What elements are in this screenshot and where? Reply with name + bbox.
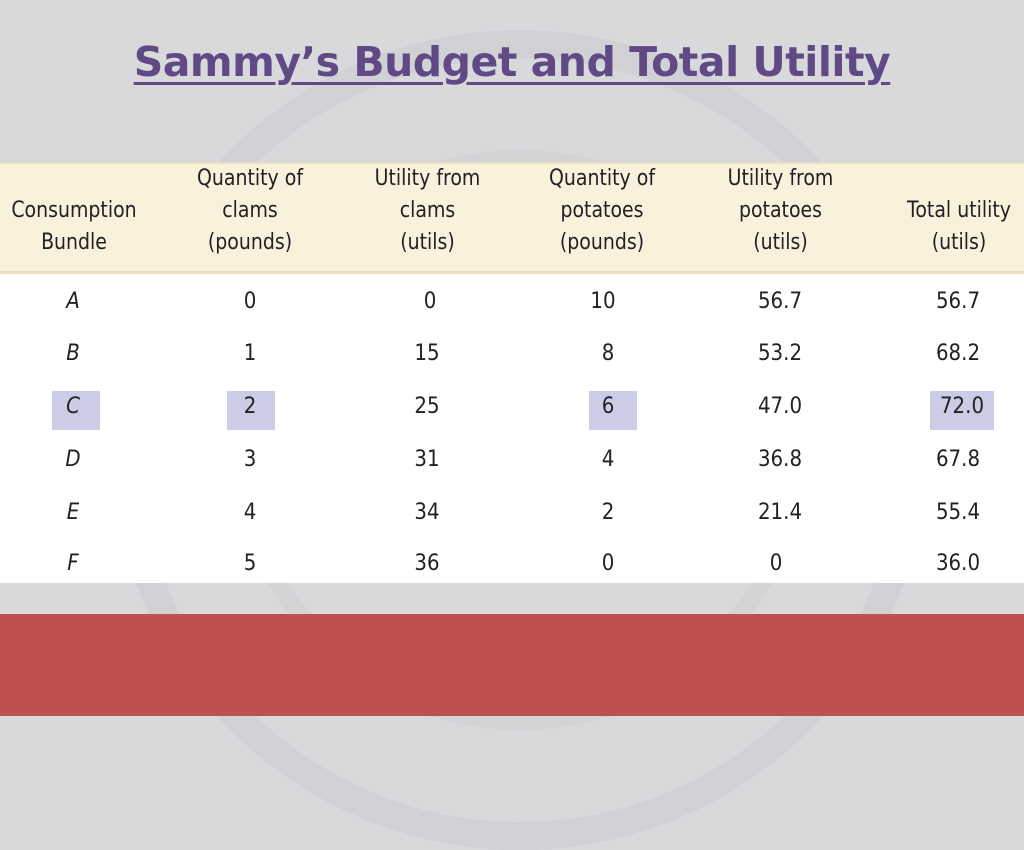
quantity-clams-cell: 4 [243,500,257,525]
total-utility-cell: 72.0 [939,394,985,419]
utility-potatoes-cell: 53.2 [757,341,803,366]
table-row: A 0 0 10 56.7 56.7 [0,276,1024,328]
quantity-clams-cell: 5 [243,551,257,576]
header-quantity-clams: Quantity of clams (pounds) [196,166,304,255]
quantity-clams-cell: 2 [243,394,257,419]
utility-potatoes-cell: 56.7 [757,289,803,314]
highlight-bundle-c [52,391,100,430]
bundle-cell: E [66,500,80,525]
header-consumption-bundle: Consumption Bundle [11,198,137,255]
header-total-utility: Total utility (utils) [906,198,1012,255]
quantity-clams-cell: 1 [243,341,257,366]
bundle-cell: A [66,289,80,314]
utility-clams-cell: 31 [414,447,440,472]
bundle-cell: F [67,551,79,576]
decorative-red-band [0,614,1024,716]
utility-potatoes-cell: 21.4 [757,500,803,525]
utility-clams-cell: 15 [414,341,440,366]
table-row: E 4 34 2 21.4 55.4 [0,487,1024,539]
slide-title: Sammy’s Budget and Total Utility [133,38,891,86]
quantity-potatoes-cell: 0 [601,551,615,576]
bundle-cell: C [66,394,80,419]
header-utility-potatoes: Utility from potatoes (utils) [727,166,834,255]
total-utility-cell: 68.2 [935,341,981,366]
table-row: D 3 31 4 36.8 67.8 [0,434,1024,486]
utility-table: Consumption Bundle Quantity of clams (po… [0,162,1024,583]
total-utility-cell: 36.0 [935,551,981,576]
quantity-clams-cell: 0 [243,289,257,314]
quantity-potatoes-cell: 4 [601,447,615,472]
table-row: C 2 25 6 47.0 72.0 [0,381,1024,433]
utility-potatoes-cell: 36.8 [757,447,803,472]
total-utility-cell: 56.7 [935,289,981,314]
quantity-clams-cell: 3 [243,447,257,472]
utility-clams-cell: 25 [414,394,440,419]
bundle-cell: B [66,341,80,366]
total-utility-cell: 67.8 [935,447,981,472]
quantity-potatoes-cell: 10 [590,289,616,314]
header-quantity-potatoes: Quantity of potatoes (pounds) [548,166,656,255]
utility-clams-cell: 0 [423,289,437,314]
quantity-potatoes-cell: 8 [601,341,615,366]
highlight-clams-2 [227,391,275,430]
utility-potatoes-cell: 0 [769,551,783,576]
table-header: Consumption Bundle Quantity of clams (po… [0,162,1024,274]
total-utility-cell: 55.4 [935,500,981,525]
quantity-potatoes-cell: 2 [601,500,615,525]
table-row: F 5 36 0 0 36.0 [0,538,1024,590]
utility-clams-cell: 34 [414,500,440,525]
bundle-cell: D [65,447,81,472]
utility-potatoes-cell: 47.0 [757,394,803,419]
highlight-total-72 [930,391,994,430]
highlight-potatoes-6 [589,391,637,430]
table-row: B 1 15 8 53.2 68.2 [0,328,1024,380]
quantity-potatoes-cell: 6 [601,394,615,419]
header-utility-clams: Utility from clams (utils) [374,166,481,255]
utility-clams-cell: 36 [414,551,440,576]
